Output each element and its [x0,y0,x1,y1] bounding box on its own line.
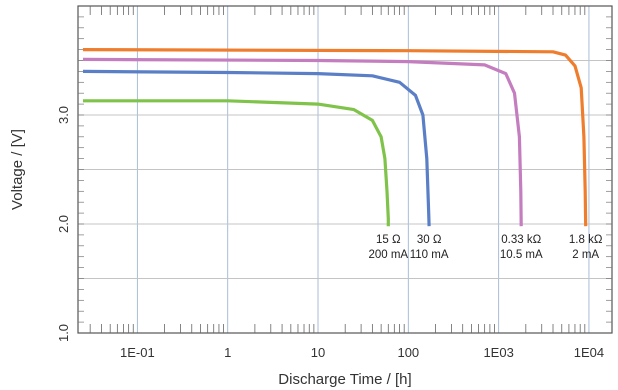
annotation-resistance: 15 Ω [376,234,401,246]
series-line-0 [83,99,390,227]
annotation-current: 10.5 mA [500,249,543,261]
annotation-current: 200 mA [368,249,408,261]
x-axis-label: Discharge Time / [h] [278,371,411,388]
x-tick-label: 1E-01 [120,345,155,360]
y-tick-labels: 1.0 2.0 3.0 [56,106,71,342]
series-line-1 [82,69,431,227]
annotation-current: 2 mA [572,249,599,261]
series-line-2 [82,57,523,227]
annotation-resistance: 1.8 kΩ [569,234,603,246]
x-tick-labels: 1E-01 1 10 100 1E03 1E04 [120,345,604,360]
series-line-3 [82,48,588,227]
x-tick-label: 1E04 [574,345,604,360]
annotation-resistance: 30 Ω [417,234,442,246]
y-tick-label: 2.0 [56,215,71,233]
x-tick-label: 10 [311,345,325,360]
minor-ticks [78,6,612,333]
grid [78,6,612,333]
x-tick-label: 100 [397,345,419,360]
series-group [82,48,588,227]
annotation-resistance: 0.33 kΩ [501,234,541,246]
y-axis-label: Voltage / [V] [9,129,26,210]
y-tick-label: 3.0 [56,106,71,124]
annotation-current: 110 mA [410,249,449,261]
annotations: 15 Ω 200 mA 30 Ω 110 mA 0.33 kΩ 10.5 mA 1.8 kΩ… [368,234,602,261]
y-tick-label: 1.0 [56,324,71,342]
x-tick-label: 1 [224,345,231,360]
x-tick-label: 1E03 [483,345,513,360]
